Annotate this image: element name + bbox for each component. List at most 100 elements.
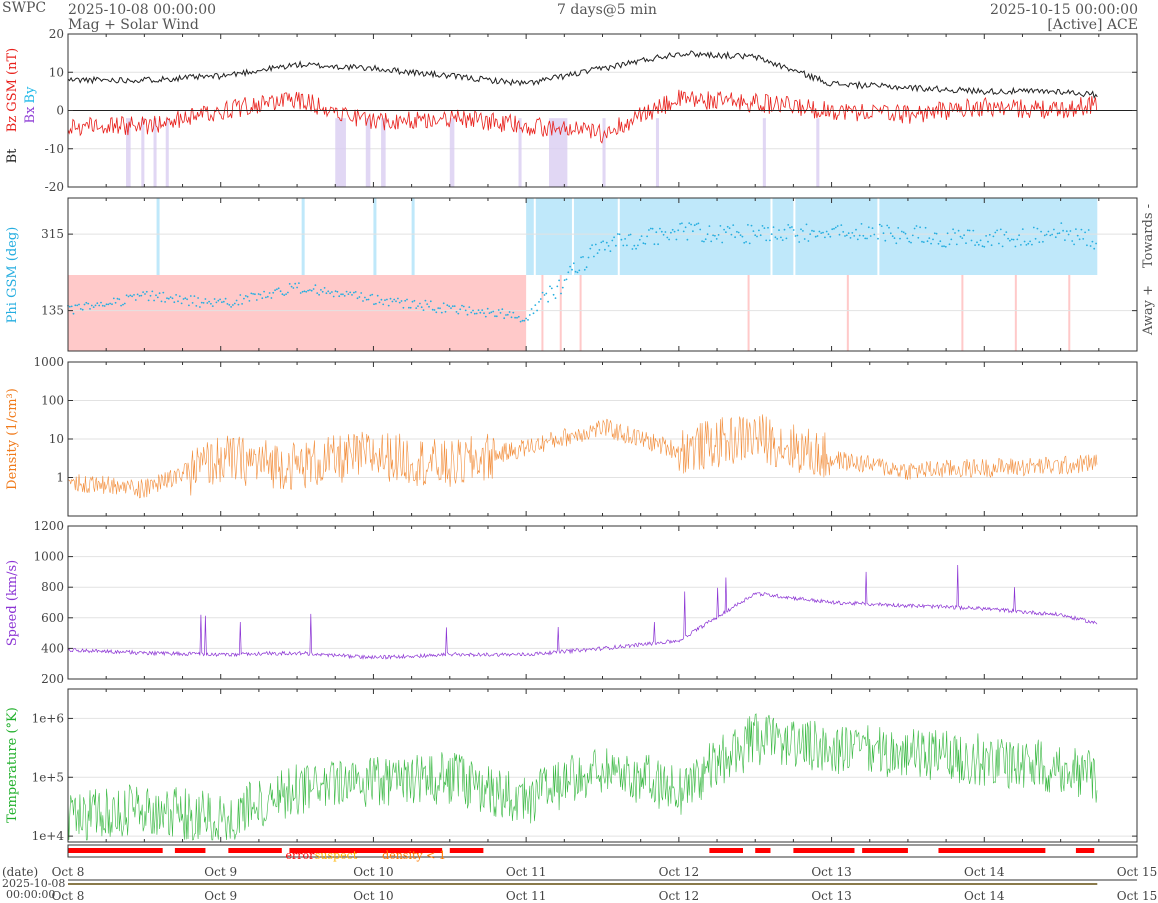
phi-point [428,305,430,308]
y-tick-label: 315 [41,227,64,241]
phi-point [950,238,953,241]
phi-point [499,312,502,314]
phi-point [653,243,656,246]
phi-point [1007,237,1009,240]
bx-axis-label: Bx [23,106,38,124]
phi-point [591,244,593,247]
phi-point [327,290,330,293]
phi-point [886,224,889,227]
phi-point [386,298,388,301]
phi-point [270,297,273,299]
sector-gap [533,198,536,351]
phi-point [1042,240,1044,243]
bz-axis-label: Bz GSM (nT) [5,48,20,132]
x-tick-label-bottom: Oct 14 [964,889,1005,903]
phi-point [204,298,207,300]
phi-point [329,292,331,295]
phi-point [523,319,526,322]
bt-axis-label: Bt [5,148,20,164]
phi-point [774,236,777,239]
phi-point [809,233,812,236]
quality-error-segment [709,848,743,853]
phi-point [693,224,696,227]
phi-point [127,295,130,298]
span-label: 7 days@5 min [557,2,657,18]
phi-point [525,317,527,320]
phi-point [488,312,491,314]
phi-point [360,292,363,294]
phi-point [83,303,86,306]
x-tick-label-top: Oct 12 [659,865,699,879]
phi-point [862,234,865,237]
phi-point [627,234,630,237]
phi-point [413,299,416,302]
quality-error-segment [449,848,484,853]
phi-point [164,301,167,303]
phi-point [155,294,157,297]
y-tick-label: 1200 [33,519,64,533]
phi-point [798,241,801,243]
phi-point [349,291,352,294]
quality-error-segment [289,848,443,853]
phi-point [431,308,434,311]
phi-point [468,306,471,308]
phi-point [860,223,863,225]
phi-point [814,235,817,238]
phi-point [589,247,592,250]
phi-point [318,293,320,296]
bz-series-line [67,89,1098,144]
phi-point [167,297,170,300]
phi-point [292,287,295,289]
phi-point [307,289,309,292]
end-time-label: 2025-10-15 00:00:00 [989,2,1138,18]
start-date-label: 2025-10-08 [2,877,65,890]
southward-bz-shading [655,118,660,187]
phi-point [415,307,418,309]
phi-point [1054,236,1057,239]
phi-point [717,234,720,236]
y-tick-label: 100 [41,394,64,408]
phi-point [1053,228,1055,231]
x-tick-label-bottom: Oct 8 [52,889,85,903]
phi-point [527,319,529,321]
phi-point [210,302,212,305]
phi-point [772,226,775,229]
phi-point [365,298,368,301]
phi-point [222,300,225,303]
phi-point [528,314,531,316]
phi-point [347,293,350,295]
phi-point [781,239,784,242]
phi-point [866,237,868,240]
towards-sector-spike [373,198,377,275]
phi-point [417,305,419,307]
start-time-label: 00:00:00 [6,888,55,901]
phi-point [1067,233,1070,236]
phi-point [831,228,834,231]
towards-sector-fill [526,198,1098,275]
phi-point [217,299,220,302]
phi-point [1060,222,1063,225]
phi-point [147,299,150,302]
phi-point [516,316,518,319]
sector-gap [877,198,880,351]
phi-point [915,225,918,227]
phi-point [391,300,394,303]
phi-point [891,235,894,238]
x-tick-label-bottom: Oct 13 [811,889,851,903]
phi-point [239,294,242,296]
phi-point [910,241,912,244]
phi-point [265,296,267,299]
phi-point [572,262,575,265]
phi-point [803,238,806,240]
phi-point [254,293,256,296]
phi-point [373,303,375,306]
phi-point [1034,237,1037,240]
sector-gap [617,198,620,351]
phi-point [1009,239,1011,242]
southward-bz-shading [141,118,145,187]
phi-point [756,235,758,238]
phi-point [682,230,685,233]
phi-point [76,304,79,307]
phi-point [849,237,852,239]
phi-point [992,235,995,238]
